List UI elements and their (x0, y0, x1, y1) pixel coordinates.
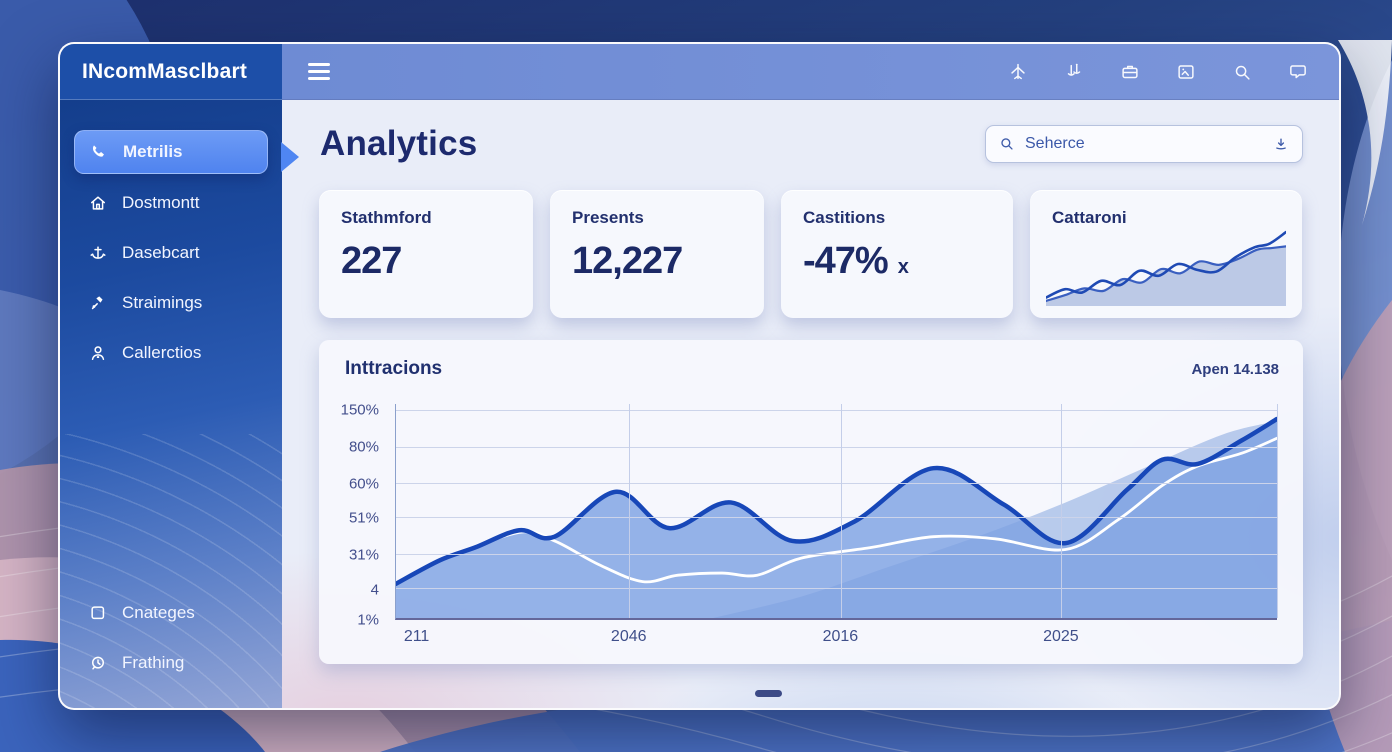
chart-plot-area (395, 404, 1278, 620)
search-placeholder: Seherce (1025, 135, 1085, 152)
search-input[interactable]: Seherce (985, 125, 1303, 163)
chat-icon[interactable] (1287, 61, 1309, 83)
stat-card-label: Stathmford (341, 208, 432, 227)
stat-card-label: Castitions (803, 208, 886, 227)
y-axis-label: 4 (370, 581, 379, 599)
image-icon[interactable] (1175, 61, 1197, 83)
area-chart (396, 404, 1277, 618)
checkbox-icon (91, 606, 105, 620)
sidebar-item-label: Straimings (122, 293, 203, 312)
h-gridline (396, 517, 1277, 519)
stat-card-cattaroni: Cattaroni (1030, 190, 1302, 318)
stat-card-value: 227 (341, 240, 402, 282)
y-axis-label: 150% (340, 401, 379, 419)
y-axis-label: 1% (357, 611, 379, 629)
sidebar-item-cnateges[interactable]: Cnateges (74, 592, 268, 634)
sidebar-item-dostmontt[interactable]: Dostmontt (74, 182, 268, 224)
plane-icon[interactable] (1007, 61, 1029, 83)
sidebar-item-label: Dostmontt (122, 193, 200, 212)
h-gridline (396, 588, 1277, 590)
x-axis-labels: 211 2046 2016 2025 (395, 628, 1277, 648)
sidebar-footer: Cnateges Frathing (60, 584, 282, 692)
main-header: Analytics Seherce (282, 100, 1339, 164)
sidebar-wave-texture (60, 433, 282, 708)
stat-card-value-suffix: x (897, 256, 909, 278)
search-icon (1001, 138, 1013, 150)
stat-card-value-number: -47% (803, 240, 889, 282)
sidebar-item-label: Dasebcart (122, 243, 200, 262)
stat-cards-row: Stathmford 227 Presents 12,227 Castition… (319, 190, 1303, 318)
topbar (282, 44, 1339, 100)
stat-card-castitions: Castitions -47% x (781, 190, 1013, 318)
home-icon (91, 196, 105, 210)
stat-card-presents: Presents 12,227 (550, 190, 764, 318)
sidebar-item-label: Cnateges (122, 603, 195, 622)
primary-line (396, 419, 1277, 584)
stat-card-value: 12,227 (572, 240, 683, 282)
v-gridline (1061, 404, 1063, 618)
tools-icon (91, 296, 103, 310)
h-gridline (396, 483, 1277, 485)
page-title: Analytics (320, 124, 478, 163)
y-axis-label: 80% (348, 438, 379, 456)
y-axis-label: 60% (348, 475, 379, 493)
x-axis-label: 2025 (1043, 628, 1079, 645)
chart-card: Inttracions Apen 14.138 150% 80% 60% 51% 31%… (319, 340, 1303, 664)
chart-annotation: Apen 14.138 (1191, 360, 1279, 378)
v-gridline (629, 404, 631, 618)
selected-item-arrow (281, 142, 314, 172)
secondary-line (396, 438, 1277, 584)
sidebar-item-frathing[interactable]: Frathing (74, 642, 268, 684)
topbar-icons (1007, 61, 1309, 83)
x-axis-label: 211 (403, 628, 430, 645)
sparkline-chart (1046, 222, 1286, 306)
clock-icon (91, 656, 105, 670)
download-icon[interactable] (1272, 135, 1290, 153)
user-icon (91, 346, 105, 360)
chart-title: Inttracions (345, 358, 443, 379)
sidebar-item-straimings[interactable]: Straimings (74, 282, 268, 324)
sidebar-item-dasebcart[interactable]: Dasebcart (74, 232, 268, 274)
h-gridline (396, 553, 1277, 555)
sidebar: Metrilis Dostmontt Dasebcart Straimings … (60, 100, 282, 708)
sparkline-line-a (1046, 232, 1286, 298)
briefcase-icon[interactable] (1119, 61, 1141, 83)
y-axis-labels: 150% 80% 60% 51% 31% 4 1% (331, 401, 387, 629)
hamburger-menu-icon[interactable] (308, 63, 330, 80)
x-axis-label: 2046 (610, 628, 647, 645)
app-window: INcomMasclbart Metrilis Dostmontt (58, 42, 1341, 710)
h-gridline (396, 446, 1277, 448)
phone-icon (92, 145, 104, 157)
anchor-icon (90, 246, 106, 259)
stat-card-value: -47% x (803, 240, 991, 283)
y-axis-label: 51% (348, 509, 379, 527)
sidebar-nav: Metrilis Dostmontt Dasebcart Straimings … (60, 100, 282, 374)
app-logo-text: INcomMasclbart (82, 59, 248, 83)
sidebar-item-label: Frathing (122, 653, 185, 672)
stat-card-stathmford: Stathmford 227 (319, 190, 533, 318)
search-icon[interactable] (1231, 61, 1253, 83)
stat-card-label: Cattaroni (1052, 208, 1127, 227)
main-content: Analytics Seherce Stathmford 227 Present… (282, 100, 1339, 708)
primary-area-fill (396, 418, 1277, 618)
sidebar-item-label: Metrilis (123, 142, 183, 161)
sparkline-line-b (1046, 246, 1286, 301)
scales-icon[interactable] (1063, 61, 1085, 83)
sidebar-item-callerctios[interactable]: Callerctios (74, 332, 268, 374)
sidebar-item-label: Callerctios (122, 343, 202, 362)
v-gridline (1277, 404, 1278, 618)
x-axis-label: 2016 (822, 628, 859, 645)
stat-card-label: Presents (572, 208, 644, 227)
y-axis-label: 31% (348, 546, 379, 564)
sidebar-item-metrilis[interactable]: Metrilis (74, 130, 268, 174)
v-gridline (840, 404, 842, 618)
h-gridline (396, 410, 1277, 412)
chart-header: Inttracions Apen 14.138 (319, 340, 1303, 380)
window-drag-handle[interactable] (755, 690, 782, 697)
app-logo: INcomMasclbart (60, 44, 282, 100)
sparkline-area (1046, 246, 1286, 306)
